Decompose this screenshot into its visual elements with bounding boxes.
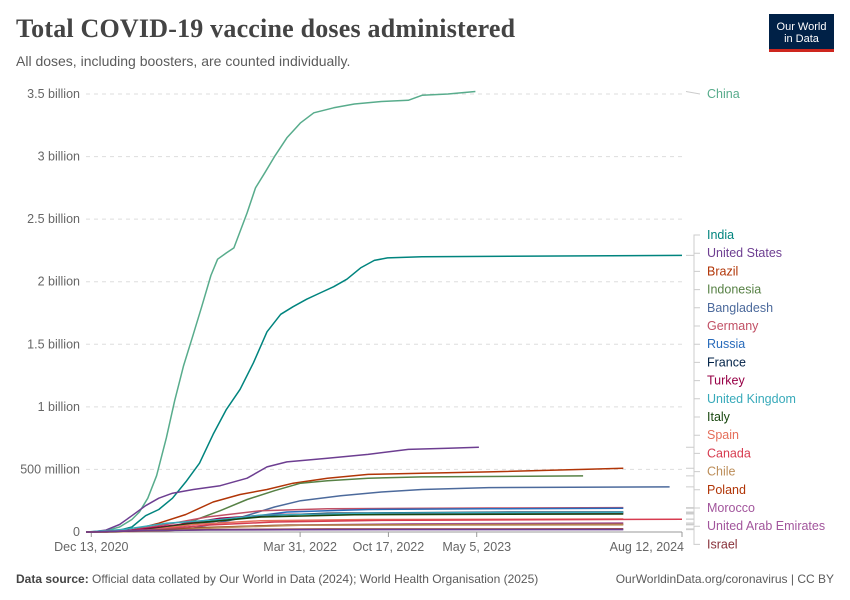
series-lines — [85, 90, 683, 533]
legend-label[interactable]: Indonesia — [707, 283, 761, 297]
legend-connector — [686, 234, 700, 256]
chart-subtitle: All doses, including boosters, are count… — [16, 53, 351, 69]
logo-line-2: in Data — [784, 33, 819, 45]
legend-label[interactable]: Morocco — [707, 501, 755, 515]
legend-connector — [686, 471, 700, 524]
legend-label[interactable]: Russia — [707, 337, 745, 351]
data-source-text: Official data collated by Our World in D… — [92, 572, 539, 586]
legend-label[interactable]: United States — [707, 246, 782, 260]
x-tick-label: May 5, 2023 — [442, 540, 511, 554]
x-tick-label: Aug 12, 2024 — [610, 540, 684, 554]
x-axis: Dec 13, 2020 Mar 31, 2022 Oct 17, 2022 May … — [54, 531, 684, 554]
legend-connector — [686, 289, 700, 477]
legend-connector — [686, 270, 700, 469]
legend-connector — [686, 307, 700, 488]
y-tick-label: 2.5 billion — [27, 212, 80, 226]
data-source: Data source: Official data collated by O… — [16, 572, 538, 586]
y-tick-label: 3 billion — [38, 150, 80, 164]
legend-connector — [686, 252, 700, 448]
legend-connector — [686, 452, 700, 520]
legend-connector — [686, 416, 700, 515]
footer-link[interactable]: OurWorldinData.org/coronavirus | CC BY — [615, 572, 834, 586]
legend-label[interactable]: Germany — [707, 319, 759, 333]
chart-title: Total COVID-19 vaccine doses administere… — [16, 14, 516, 43]
series-line-united-states[interactable] — [85, 446, 479, 533]
legend-label[interactable]: India — [707, 228, 734, 242]
legend-label[interactable]: Poland — [707, 483, 746, 497]
x-tick-label: Mar 31, 2022 — [263, 540, 337, 554]
legend-label[interactable]: Chile — [707, 465, 736, 479]
y-tick-label: 3.5 billion — [27, 87, 80, 101]
legend-label[interactable]: Brazil — [707, 264, 738, 278]
legend-connector — [685, 91, 701, 95]
legend: China India United States Brazil Indonesia Ba… — [685, 87, 825, 551]
logo-line-1: Our World — [776, 21, 827, 33]
owid-logo[interactable]: Our World in Data — [769, 14, 834, 52]
y-tick-label: 2 billion — [38, 275, 80, 289]
y-tick-label: 0 — [73, 525, 80, 539]
data-source-label: Data source: — [16, 572, 89, 586]
legend-connector — [686, 489, 700, 525]
legend-connector — [686, 507, 700, 526]
legend-connector — [686, 529, 700, 545]
legend-label[interactable]: Israel — [707, 537, 738, 551]
legend-label[interactable]: Italy — [707, 410, 731, 424]
legend-connector — [686, 343, 700, 509]
legend-connector — [686, 398, 700, 513]
gridlines — [86, 93, 682, 470]
series-line-china[interactable] — [85, 90, 476, 533]
y-tick-label: 1 billion — [38, 400, 80, 414]
series-line-india[interactable] — [85, 254, 683, 533]
legend-connector — [686, 525, 700, 530]
series-line-brazil[interactable] — [86, 467, 624, 533]
y-tick-label: 500 million — [20, 462, 80, 476]
legend-label[interactable]: Canada — [707, 446, 751, 460]
legend-label[interactable]: United Kingdom — [707, 392, 796, 406]
x-tick-label: Dec 13, 2020 — [54, 540, 128, 554]
legend-label[interactable]: Spain — [707, 428, 739, 442]
series-line-israel[interactable] — [86, 528, 624, 533]
legend-label[interactable]: Bangladesh — [707, 301, 773, 315]
legend-label[interactable]: France — [707, 355, 746, 369]
y-tick-label: 1.5 billion — [27, 337, 80, 351]
legend-label[interactable]: United Arab Emirates — [707, 519, 825, 533]
x-tick-label: Oct 17, 2022 — [353, 540, 425, 554]
legend-label[interactable]: China — [707, 87, 740, 101]
y-axis-ticks: 0 500 million 1 billion 1.5 billion 2 billio… — [20, 87, 80, 539]
legend-label[interactable]: Turkey — [707, 374, 745, 388]
